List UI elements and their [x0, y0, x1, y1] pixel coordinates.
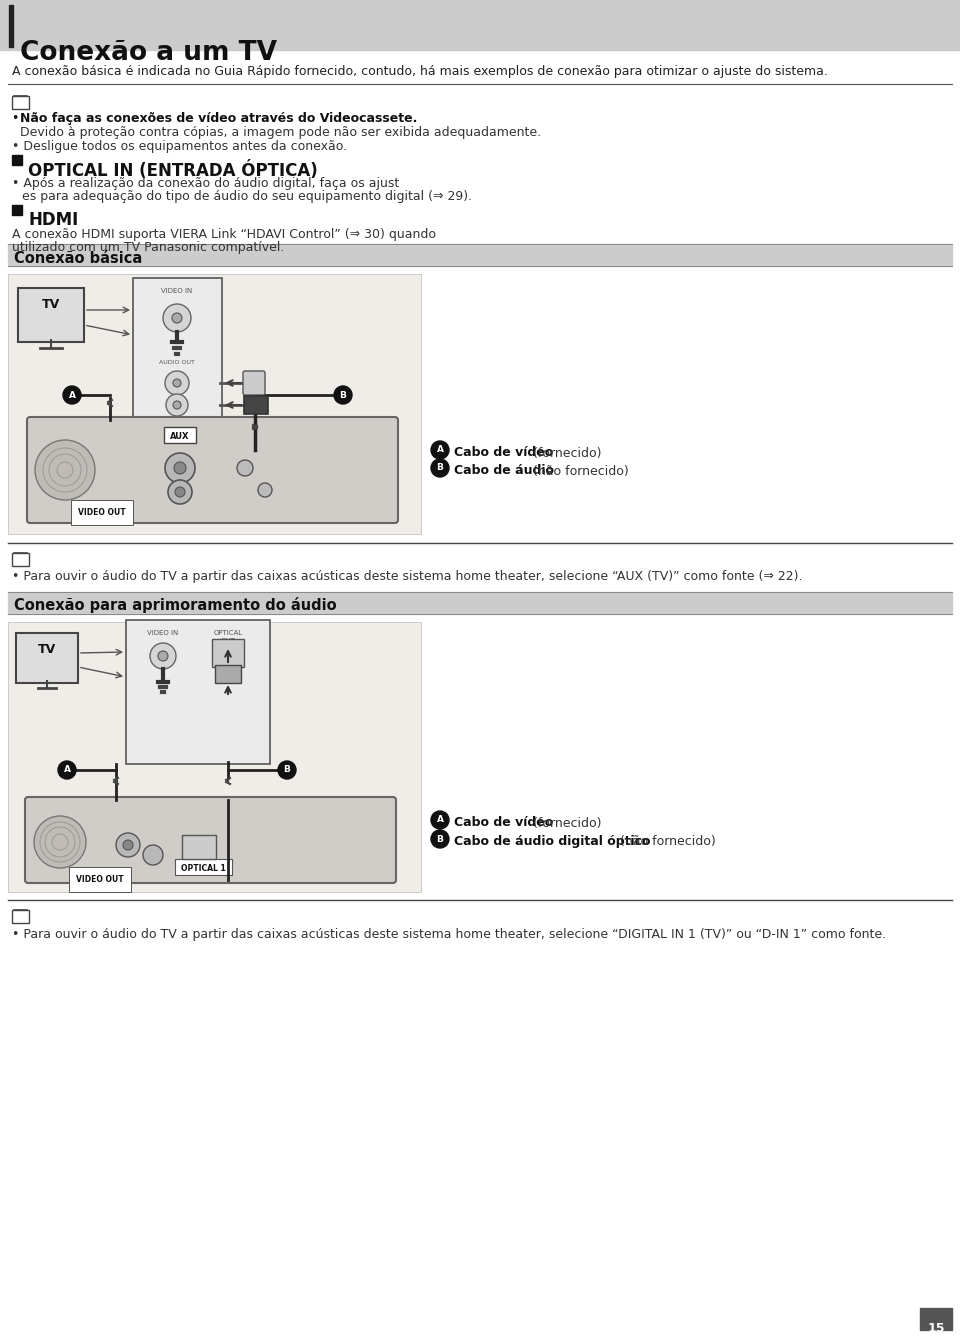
Text: AUDIO OUT: AUDIO OUT	[159, 360, 195, 364]
Circle shape	[165, 453, 195, 482]
Text: Não faça as conexões de vídeo através do Videocassete.: Não faça as conexões de vídeo através do…	[20, 113, 418, 125]
Text: (não fornecido): (não fornecido)	[529, 465, 629, 477]
Circle shape	[431, 441, 449, 460]
FancyBboxPatch shape	[12, 910, 29, 923]
Text: VIDEO IN: VIDEO IN	[161, 288, 193, 293]
FancyBboxPatch shape	[215, 665, 241, 683]
FancyBboxPatch shape	[133, 277, 222, 417]
Text: A: A	[437, 445, 444, 454]
Circle shape	[431, 460, 449, 477]
Text: Cabo de áudio digital óptico: Cabo de áudio digital óptico	[454, 836, 651, 848]
Circle shape	[278, 761, 296, 779]
Text: A: A	[63, 765, 70, 775]
Text: VIDEO IN: VIDEO IN	[148, 630, 179, 636]
FancyBboxPatch shape	[25, 797, 396, 883]
Circle shape	[334, 386, 352, 403]
Text: • Para ouvir o áudio do TV a partir das caixas acústicas deste sistema home thea: • Para ouvir o áudio do TV a partir das …	[12, 929, 886, 941]
Text: A conexão básica é indicada no Guia Rápido fornecido, contudo, há mais exemplos : A conexão básica é indicada no Guia Rápi…	[12, 66, 828, 78]
Text: TV: TV	[37, 643, 56, 657]
Text: • Para ouvir o áudio do TV a partir das caixas acústicas deste sistema home thea: • Para ouvir o áudio do TV a partir das …	[12, 570, 803, 583]
FancyBboxPatch shape	[27, 417, 398, 523]
Text: A: A	[437, 816, 444, 824]
Text: •: •	[12, 113, 23, 125]
Text: Conexão a um TV: Conexão a um TV	[20, 40, 277, 66]
FancyBboxPatch shape	[243, 371, 265, 395]
Circle shape	[237, 460, 253, 476]
Text: • Desligue todos os equipamentos antes da conexão.: • Desligue todos os equipamentos antes d…	[12, 139, 348, 153]
Text: Conexão básica: Conexão básica	[14, 251, 142, 267]
Text: B: B	[283, 765, 291, 775]
Text: B: B	[340, 390, 347, 399]
Circle shape	[150, 643, 176, 669]
Text: HDMI: HDMI	[28, 210, 79, 229]
Text: OPTICAL IN (ENTRADA ÓPTICA): OPTICAL IN (ENTRADA ÓPTICA)	[28, 161, 318, 180]
FancyBboxPatch shape	[244, 397, 268, 414]
Text: A: A	[68, 390, 76, 399]
Circle shape	[58, 761, 76, 779]
Circle shape	[431, 829, 449, 848]
Circle shape	[173, 401, 181, 409]
Text: (fornecido): (fornecido)	[529, 816, 602, 829]
Bar	[8, 244, 952, 267]
FancyBboxPatch shape	[12, 96, 29, 109]
Circle shape	[173, 379, 181, 387]
FancyBboxPatch shape	[175, 859, 232, 875]
Text: es para adequação do tipo de áudio do seu equipamento digital (⇒ 29).: es para adequação do tipo de áudio do se…	[22, 190, 472, 202]
Circle shape	[143, 846, 163, 866]
FancyBboxPatch shape	[12, 553, 29, 565]
FancyBboxPatch shape	[182, 835, 216, 859]
Text: Cabo de vídeo: Cabo de vídeo	[454, 446, 553, 460]
Circle shape	[158, 651, 168, 661]
FancyBboxPatch shape	[126, 620, 270, 764]
Bar	[8, 592, 952, 614]
Bar	[0, 0, 960, 50]
Circle shape	[172, 314, 182, 323]
Circle shape	[166, 394, 188, 415]
Text: VIDEO OUT: VIDEO OUT	[76, 875, 124, 884]
Circle shape	[175, 486, 185, 497]
Circle shape	[168, 480, 192, 504]
FancyBboxPatch shape	[16, 632, 78, 683]
Circle shape	[431, 811, 449, 829]
Circle shape	[63, 386, 81, 403]
Circle shape	[35, 440, 95, 500]
FancyBboxPatch shape	[212, 639, 244, 667]
FancyBboxPatch shape	[164, 427, 196, 444]
Circle shape	[116, 833, 140, 858]
Text: 15: 15	[927, 1323, 945, 1335]
Circle shape	[34, 816, 86, 868]
Circle shape	[123, 840, 133, 850]
Text: (não fornecido): (não fornecido)	[616, 836, 716, 848]
Circle shape	[174, 462, 186, 474]
Text: OUT: OUT	[221, 638, 235, 645]
Circle shape	[258, 482, 272, 497]
Circle shape	[165, 371, 189, 395]
Text: OPTICAL 1: OPTICAL 1	[180, 864, 226, 872]
Bar	[8, 273, 421, 535]
Text: Conexão para aprimoramento do áudio: Conexão para aprimoramento do áudio	[14, 598, 337, 612]
Bar	[9, 5, 13, 47]
Circle shape	[163, 304, 191, 332]
Text: OPTICAL: OPTICAL	[213, 630, 243, 636]
Text: • Após a realização da conexão do áudio digital, faça os ajust: • Após a realização da conexão do áudio …	[12, 177, 399, 190]
FancyBboxPatch shape	[18, 288, 84, 342]
Text: (fornecido): (fornecido)	[529, 446, 602, 460]
Bar	[8, 622, 421, 892]
Text: Cabo de áudio: Cabo de áudio	[454, 465, 554, 477]
Text: B: B	[437, 835, 444, 843]
Bar	[12, 155, 22, 165]
Text: A conexão HDMI suporta VIERA Link “HDAVI Control” (⇒ 30) quando: A conexão HDMI suporta VIERA Link “HDAVI…	[12, 228, 436, 241]
Bar	[920, 1308, 952, 1331]
Text: AUX: AUX	[170, 431, 190, 441]
Text: utilizado com um TV Panasonic compatível.: utilizado com um TV Panasonic compatível…	[12, 241, 284, 255]
Text: VIDEO OUT: VIDEO OUT	[78, 508, 126, 517]
Text: Cabo de vídeo: Cabo de vídeo	[454, 816, 553, 829]
Bar	[12, 205, 22, 214]
Text: Devido à proteção contra cópias, a imagem pode não ser exibida adequadamente.: Devido à proteção contra cópias, a image…	[20, 126, 541, 139]
Text: TV: TV	[42, 297, 60, 311]
Text: B: B	[437, 464, 444, 473]
